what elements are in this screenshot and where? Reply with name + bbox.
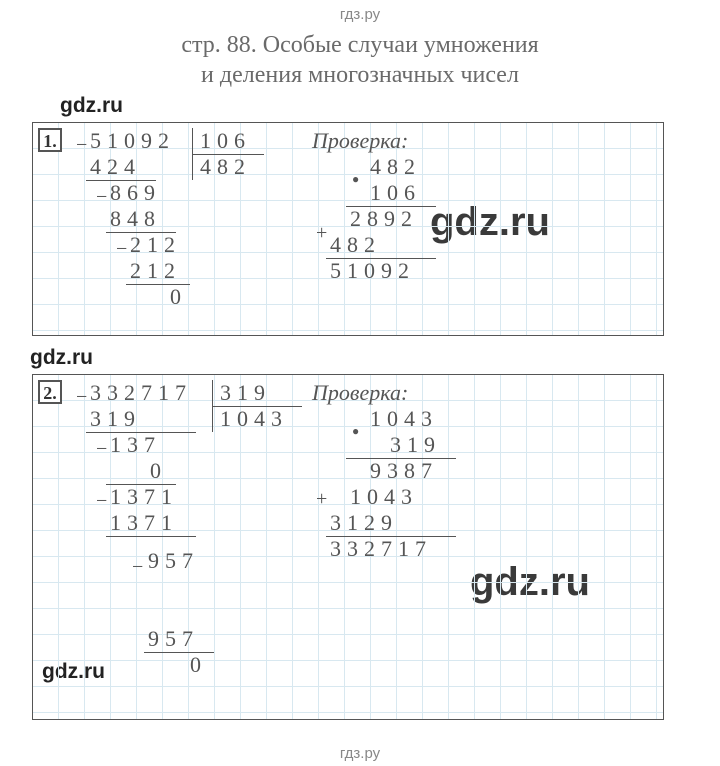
p2-dividend: 332717	[90, 380, 192, 406]
problem-number-2: 2.	[38, 380, 62, 404]
minus-sign: −	[96, 438, 107, 461]
p2-step: 137	[110, 432, 161, 458]
p1-partial2: 482	[330, 232, 381, 258]
p1-check-label: Проверка:	[312, 128, 408, 154]
p2-step: 1371	[110, 510, 178, 536]
p2-partial1: 9387	[370, 458, 438, 484]
p1-step: 0	[170, 284, 187, 310]
page-title-line1: стр. 88. Особые случаи умножения	[0, 32, 720, 59]
p2-step: 1371	[110, 484, 178, 510]
site-footer: гдз.ру	[0, 745, 720, 762]
p1-step: 212	[130, 258, 181, 284]
minus-sign: −	[116, 238, 127, 261]
p2-divisor: 319	[220, 380, 271, 406]
site-header: гдз.ру	[0, 6, 720, 23]
p2-result: 332717	[330, 536, 432, 562]
minus-sign: −	[132, 556, 143, 579]
p2-mult-b: 319	[390, 432, 441, 458]
p2-step: 0	[190, 652, 207, 678]
p1-step: 848	[110, 206, 161, 232]
plus-sign: +	[316, 488, 327, 511]
p2-step: 319	[90, 406, 141, 432]
p1-mult-a: 482	[370, 154, 421, 180]
minus-sign: −	[76, 134, 87, 157]
p2-partial3: 3129	[330, 510, 398, 536]
plus-sign: +	[316, 222, 327, 245]
p1-quotient: 482	[200, 154, 251, 180]
p1-partial1: 2892	[350, 206, 418, 232]
p2-quotient: 1043	[220, 406, 288, 432]
problem-number-1: 1.	[38, 128, 62, 152]
minus-sign: −	[96, 490, 107, 513]
p2-step: 0	[150, 458, 167, 484]
watermark: gdz.ru	[60, 94, 123, 118]
minus-sign: −	[76, 386, 87, 409]
p1-step: 212	[130, 232, 181, 258]
p2-step: 957	[148, 548, 199, 574]
hline	[106, 536, 196, 537]
dot-sign: ●	[352, 424, 359, 439]
p2-mult-a: 1043	[370, 406, 438, 432]
watermark: gdz.ru	[30, 346, 93, 370]
p1-divisor: 106	[200, 128, 251, 154]
p2-partial2: 1043	[350, 484, 418, 510]
minus-sign: −	[96, 186, 107, 209]
p1-step: 869	[110, 180, 161, 206]
p2-step: 957	[148, 626, 199, 652]
dot-sign: ●	[352, 172, 359, 187]
p1-step: 424	[90, 154, 141, 180]
page-title-line2: и деления многозначных чисел	[0, 62, 720, 89]
p1-dividend: 51092	[90, 128, 175, 154]
p1-result: 51092	[330, 258, 415, 284]
p2-check-label: Проверка:	[312, 380, 408, 406]
p1-mult-b: 106	[370, 180, 421, 206]
